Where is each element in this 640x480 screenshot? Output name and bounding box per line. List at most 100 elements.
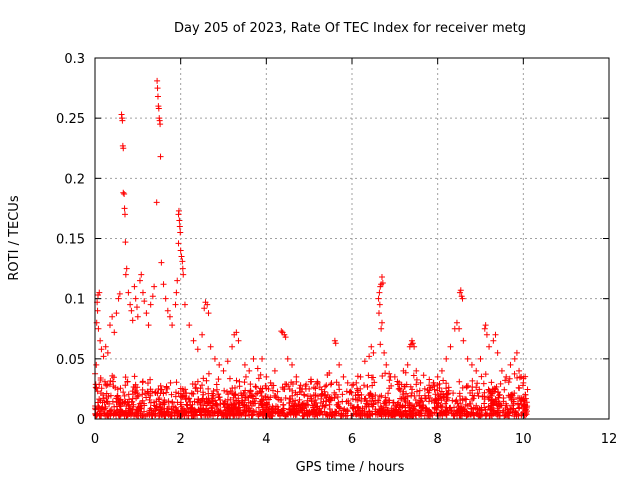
roti-point bbox=[379, 373, 386, 380]
roti-point bbox=[103, 412, 110, 419]
roti-point bbox=[255, 375, 262, 382]
roti-point bbox=[236, 383, 243, 390]
roti-point bbox=[324, 372, 331, 379]
roti-point bbox=[153, 199, 160, 206]
roti-point bbox=[132, 295, 139, 302]
y-tick-label: 0.05 bbox=[56, 353, 85, 368]
roti-point bbox=[155, 413, 162, 420]
roti-point bbox=[502, 400, 509, 407]
roti-point bbox=[168, 391, 175, 398]
roti-point bbox=[392, 409, 399, 416]
roti-point bbox=[259, 397, 266, 404]
roti-point bbox=[425, 389, 432, 396]
roti-point bbox=[469, 377, 476, 384]
roti-point bbox=[157, 153, 164, 160]
roti-point bbox=[147, 376, 154, 383]
roti-point bbox=[381, 349, 388, 356]
roti-point bbox=[182, 389, 189, 396]
roti-point bbox=[256, 410, 263, 417]
roti-point bbox=[326, 405, 333, 412]
x-tick-label: 0 bbox=[91, 432, 99, 447]
roti-point bbox=[420, 372, 427, 379]
roti-point bbox=[479, 411, 486, 418]
roti-point bbox=[320, 398, 327, 405]
roti-point bbox=[128, 307, 135, 314]
roti-point bbox=[98, 410, 105, 417]
roti-point bbox=[173, 379, 180, 386]
roti-point bbox=[92, 411, 99, 418]
roti-point bbox=[273, 394, 280, 401]
roti-point bbox=[511, 355, 518, 362]
roti-point bbox=[465, 411, 472, 418]
roti-point bbox=[210, 400, 217, 407]
roti-point bbox=[169, 322, 176, 329]
roti-point bbox=[494, 349, 501, 356]
roti-point bbox=[445, 409, 452, 416]
roti-point bbox=[357, 385, 364, 392]
roti-point bbox=[218, 412, 225, 419]
roti-point bbox=[291, 410, 298, 417]
roti-point bbox=[508, 406, 515, 413]
roti-point bbox=[322, 411, 329, 418]
roti-point bbox=[301, 392, 308, 399]
roti-point bbox=[277, 397, 284, 404]
roti-point bbox=[406, 413, 413, 420]
roti-point bbox=[391, 373, 398, 380]
roti-point bbox=[153, 403, 160, 410]
roti-point bbox=[183, 401, 190, 408]
roti-point bbox=[263, 401, 270, 408]
roti-point bbox=[250, 355, 257, 362]
roti-point bbox=[476, 386, 483, 393]
roti-point bbox=[268, 382, 275, 389]
roti-point bbox=[304, 393, 311, 400]
roti-point bbox=[100, 353, 107, 360]
roti-point bbox=[179, 258, 186, 265]
roti-point bbox=[173, 289, 180, 296]
roti-point bbox=[363, 400, 370, 407]
roti-point bbox=[378, 325, 385, 332]
roti-point bbox=[501, 386, 508, 393]
roti-point bbox=[93, 361, 100, 368]
roti-point bbox=[230, 411, 237, 418]
roti-point bbox=[216, 394, 223, 401]
roti-point bbox=[139, 289, 146, 296]
roti-point bbox=[456, 390, 463, 397]
roti-point bbox=[268, 408, 275, 415]
roti-point bbox=[252, 383, 259, 390]
roti-point bbox=[258, 388, 265, 395]
roti-point bbox=[487, 390, 494, 397]
roti-point bbox=[210, 413, 217, 420]
roti-point bbox=[163, 383, 170, 390]
roti-point bbox=[198, 397, 205, 404]
roti-point bbox=[360, 382, 367, 389]
roti-point bbox=[149, 293, 156, 300]
roti-point bbox=[255, 404, 262, 411]
roti-point bbox=[206, 411, 213, 418]
roti-point bbox=[354, 404, 361, 411]
roti-point bbox=[331, 411, 338, 418]
roti-point bbox=[431, 383, 438, 390]
roti-point bbox=[200, 375, 207, 382]
roti-point bbox=[443, 380, 450, 387]
roti-point bbox=[375, 295, 382, 302]
x-tick-label: 6 bbox=[348, 432, 356, 447]
roti-point bbox=[456, 325, 463, 332]
roti-point bbox=[453, 397, 460, 404]
roti-point bbox=[120, 389, 127, 396]
roti-point bbox=[227, 388, 234, 395]
roti-point bbox=[364, 411, 371, 418]
roti-point bbox=[248, 412, 255, 419]
roti-point bbox=[365, 402, 372, 409]
roti-point bbox=[157, 121, 164, 128]
roti-point bbox=[457, 287, 464, 294]
y-tick-label: 0.1 bbox=[64, 293, 85, 308]
roti-point bbox=[350, 381, 357, 388]
roti-point bbox=[459, 384, 466, 391]
roti-point bbox=[480, 380, 487, 387]
roti-point bbox=[234, 409, 241, 416]
roti-point bbox=[250, 408, 257, 415]
x-tick-label: 12 bbox=[601, 432, 618, 447]
roti-point bbox=[271, 367, 278, 374]
roti-point bbox=[470, 395, 477, 402]
roti-point bbox=[283, 381, 290, 388]
